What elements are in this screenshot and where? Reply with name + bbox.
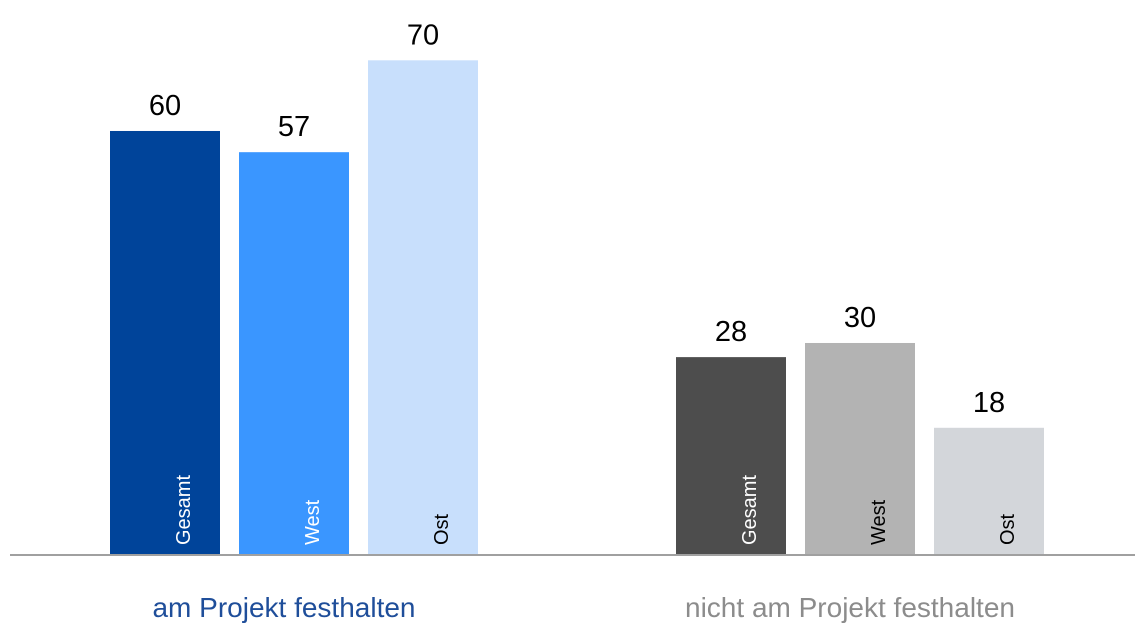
bar <box>110 130 220 556</box>
series-label: West <box>302 499 324 545</box>
bar <box>934 427 1044 555</box>
value-label: 70 <box>407 19 439 51</box>
value-label: 57 <box>278 111 310 143</box>
series-label: Ost <box>997 513 1019 545</box>
series-label: Ost <box>431 513 453 545</box>
series-label: West <box>868 499 890 545</box>
value-label: 18 <box>973 387 1005 419</box>
category-label: am Projekt festhalten <box>152 592 415 623</box>
series-label: Gesamt <box>173 475 195 545</box>
value-label: 60 <box>149 90 181 122</box>
bar <box>368 60 478 556</box>
value-label: 30 <box>844 302 876 334</box>
bar <box>239 152 349 555</box>
bar <box>805 342 915 555</box>
bar <box>676 357 786 555</box>
series-label: Gesamt <box>739 475 761 545</box>
category-label: nicht am Projekt festhalten <box>685 592 1015 623</box>
value-label: 28 <box>715 316 747 348</box>
